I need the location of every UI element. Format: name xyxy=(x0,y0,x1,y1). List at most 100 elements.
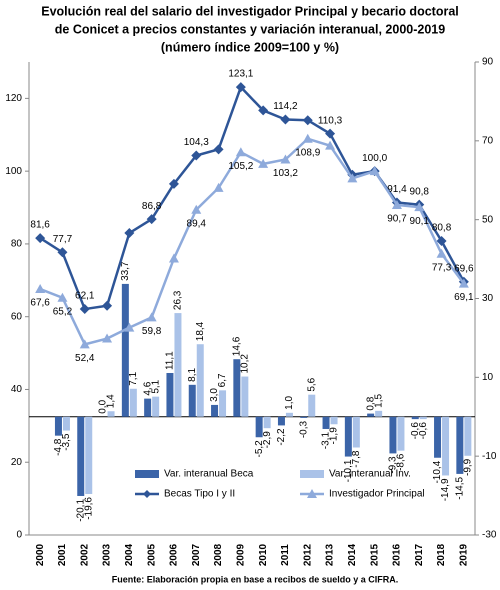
x-tick-label: 2017 xyxy=(414,543,425,566)
data-label: 7,1 xyxy=(128,371,139,385)
marker xyxy=(35,284,46,294)
data-label: 90,7 xyxy=(387,214,407,225)
x-tick-label: 2016 xyxy=(392,543,403,566)
data-label: 59,8 xyxy=(142,326,162,337)
y-tick-label: 0 xyxy=(16,530,22,541)
bar xyxy=(411,416,419,420)
line xyxy=(39,137,465,346)
data-label: -5,2 xyxy=(254,440,265,458)
data-label: 26,3 xyxy=(173,290,184,310)
marker xyxy=(124,322,135,332)
chart-title: (número índice 2009=100 y %) xyxy=(161,40,339,54)
y-tick-label: 20 xyxy=(11,457,23,468)
marker xyxy=(168,178,179,189)
data-label: -0,3 xyxy=(298,420,309,438)
x-tick-label: 2010 xyxy=(258,543,269,566)
bar xyxy=(442,416,450,476)
data-label: 8,1 xyxy=(187,367,198,381)
y2-tick-label: 10 xyxy=(482,372,494,383)
marker xyxy=(235,147,246,157)
bar xyxy=(54,416,62,436)
x-tick-label: 2005 xyxy=(146,543,157,566)
data-label: 6,7 xyxy=(217,373,228,387)
x-tick-label: 2000 xyxy=(35,543,46,566)
marker xyxy=(235,82,246,93)
marker xyxy=(258,105,269,116)
marker xyxy=(414,202,425,212)
x-tick-label: 2002 xyxy=(79,543,90,566)
data-label: -9,3 xyxy=(388,456,399,474)
bar xyxy=(434,416,442,458)
bar xyxy=(344,416,352,457)
line xyxy=(39,84,465,311)
data-label: -14,5 xyxy=(454,476,465,499)
bar xyxy=(196,344,204,417)
data-label: 14,6 xyxy=(231,336,242,356)
y2-tick-label: 70 xyxy=(482,135,494,146)
bar xyxy=(152,396,160,417)
data-label: 10,2 xyxy=(239,354,250,374)
bar xyxy=(263,416,271,429)
marker xyxy=(280,114,291,125)
x-tick-label: 2013 xyxy=(325,543,336,566)
legend-label: Becas Tipo I y II xyxy=(164,489,235,500)
bar xyxy=(144,398,152,417)
data-label: 3,0 xyxy=(209,388,220,402)
marker xyxy=(302,115,313,126)
x-tick-label: 2008 xyxy=(213,543,224,566)
marker xyxy=(213,182,224,192)
y-tick-label: 100 xyxy=(5,166,22,177)
marker xyxy=(57,247,68,258)
data-label: -4,8 xyxy=(53,438,64,456)
data-label: 1,0 xyxy=(284,395,295,409)
legend-label: Var. interanual Inv. xyxy=(329,469,411,480)
data-label: 5,1 xyxy=(150,379,161,393)
data-label: -2,2 xyxy=(276,428,287,446)
bar xyxy=(255,416,263,438)
y-tick-label: 40 xyxy=(11,384,23,395)
marker xyxy=(369,166,380,176)
data-label: 110,3 xyxy=(318,115,343,126)
bar xyxy=(233,359,241,417)
data-label: 52,4 xyxy=(75,353,95,364)
bar xyxy=(308,394,316,417)
marker xyxy=(102,333,113,343)
data-label: 81,6 xyxy=(30,220,50,231)
data-label: 90,1 xyxy=(410,216,430,227)
data-label: 90,8 xyxy=(410,186,430,197)
marker xyxy=(325,140,336,150)
data-label: 4,6 xyxy=(142,381,153,395)
x-tick-label: 2011 xyxy=(280,544,291,566)
legend-label: Var. interanual Beca xyxy=(164,469,254,480)
y2-tick-label: 50 xyxy=(482,214,494,225)
bar xyxy=(389,416,397,454)
marker xyxy=(168,253,179,263)
x-tick-label: 2006 xyxy=(169,543,180,566)
marker xyxy=(35,233,46,244)
data-label: 77,3 xyxy=(432,262,452,273)
data-label: 0,0 xyxy=(98,399,109,413)
data-label: -3,5 xyxy=(61,433,72,451)
legend-swatch xyxy=(143,490,151,498)
data-label: 62,1 xyxy=(75,291,95,302)
data-label: -0,6 xyxy=(410,422,421,440)
x-tick-label: 2007 xyxy=(191,543,202,566)
data-label: 86,8 xyxy=(142,201,162,212)
bar xyxy=(107,411,115,417)
data-label: -8,6 xyxy=(396,453,407,471)
data-label: -10,1 xyxy=(343,459,354,482)
data-label: 11,1 xyxy=(165,351,176,370)
legend-label: Investigador Principal xyxy=(329,489,425,500)
x-tick-label: 2018 xyxy=(436,543,447,566)
data-label: 5,6 xyxy=(306,377,317,391)
bar xyxy=(456,416,464,474)
x-tick-label: 2003 xyxy=(102,543,113,566)
data-label: 65,2 xyxy=(53,306,73,317)
data-label: 18,4 xyxy=(195,321,206,341)
marker xyxy=(79,339,90,349)
y-tick-label: 80 xyxy=(11,239,23,250)
y-tick-label: 60 xyxy=(11,311,23,322)
marker xyxy=(391,199,402,209)
bar xyxy=(241,376,249,417)
